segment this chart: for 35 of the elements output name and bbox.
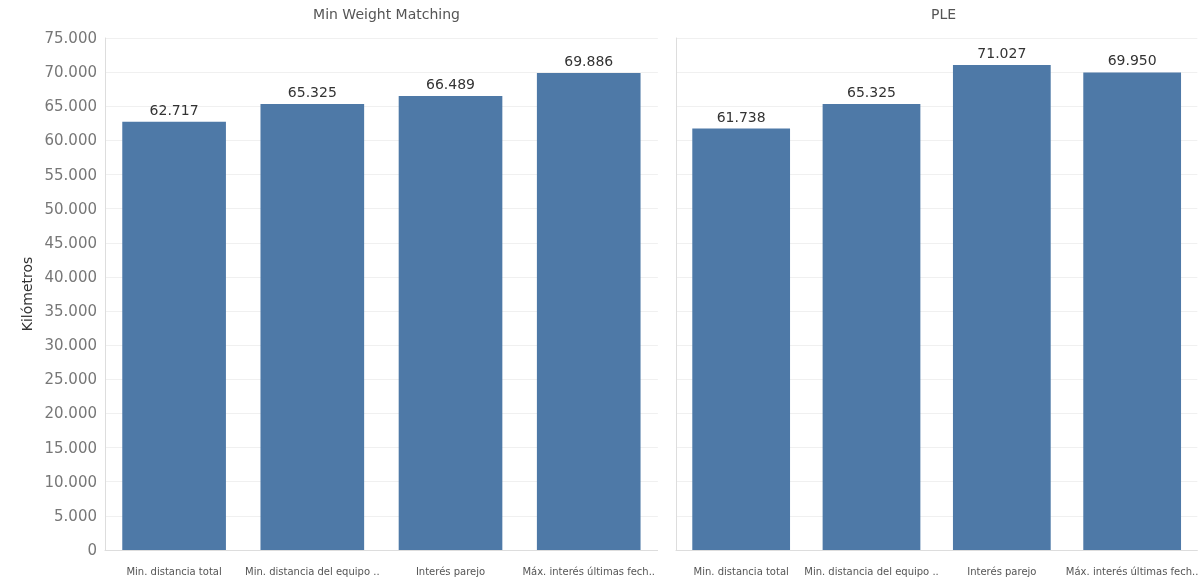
y-tick-label: 65.000 xyxy=(44,97,97,116)
y-tick-label: 70.000 xyxy=(44,63,97,82)
y-tick-label: 60.000 xyxy=(44,131,97,150)
x-tick-label: Máx. interés últimas fech.. xyxy=(1065,565,1199,577)
data-label: 66.489 xyxy=(426,76,476,93)
data-label: 69.950 xyxy=(1107,52,1157,69)
chart-title: PLE xyxy=(930,6,957,22)
y-tick-label: 20.000 xyxy=(44,404,97,423)
data-label: 69.886 xyxy=(564,52,614,69)
y-tick-label: 15.000 xyxy=(44,438,97,457)
y-tick-label: 10.000 xyxy=(44,472,97,491)
y-tick-label: 75.000 xyxy=(44,29,97,47)
x-tick-label: Interés parejo xyxy=(967,565,1037,577)
x-tick-label: Min. distancia del equipo .. xyxy=(245,565,380,577)
y-tick-label: 50.000 xyxy=(44,199,97,218)
y-tick-label: 30.000 xyxy=(44,336,97,355)
y-axis-title: Kilómetros xyxy=(18,256,35,332)
y-tick-label: 5.000 xyxy=(54,506,97,525)
data-label: 62.717 xyxy=(149,101,199,118)
x-tick-label: Min. distancia total xyxy=(126,565,222,577)
y-tick-label: 45.000 xyxy=(44,233,97,252)
data-label: 71.027 xyxy=(977,45,1027,62)
y-tick-label: 25.000 xyxy=(44,370,97,389)
y-tick-label: 0 xyxy=(87,541,97,559)
x-tick-label: Min. distancia total xyxy=(693,565,789,577)
y-tick-label: 40.000 xyxy=(44,267,97,286)
data-label: 65.325 xyxy=(847,84,896,101)
x-tick-label: Interés parejo xyxy=(415,565,486,577)
data-label: 61.738 xyxy=(716,108,766,125)
x-tick-label: Máx. interés últimas fech.. xyxy=(522,565,656,577)
y-tick-label: 55.000 xyxy=(44,165,97,184)
x-tick-label: Min. distancia del equipo .. xyxy=(804,565,939,577)
y-tick-label: 35.000 xyxy=(44,302,97,321)
data-label: 65.325 xyxy=(287,84,337,101)
chart-title: Min Weight Matching xyxy=(313,6,460,22)
